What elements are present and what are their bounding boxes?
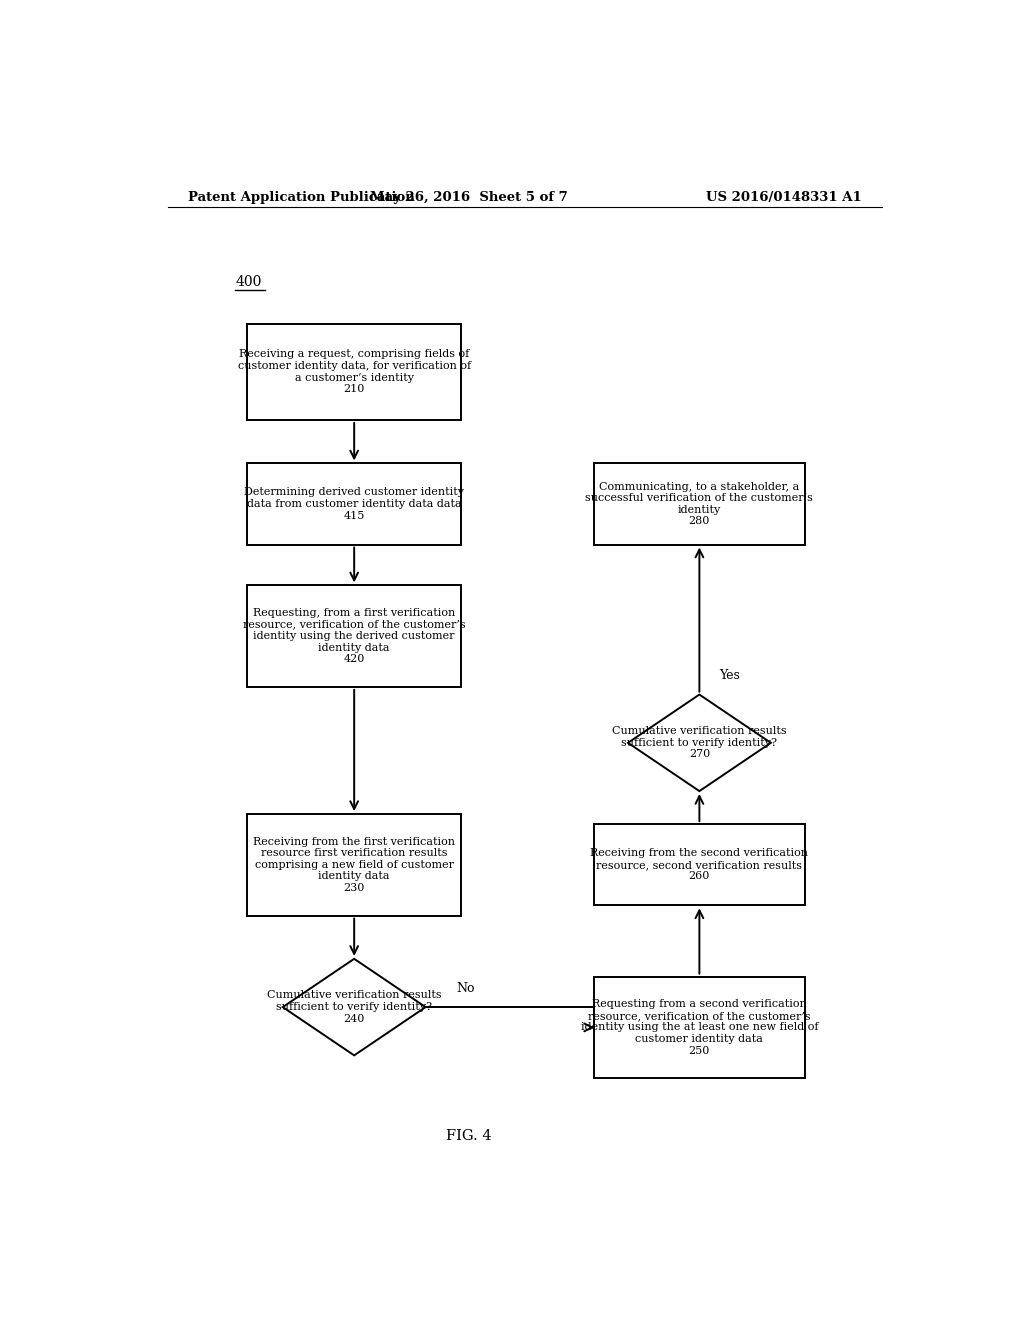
Text: Requesting from a second verification
resource, verification of the customer’s
i: Requesting from a second verification re… [581,999,818,1056]
Text: 400: 400 [236,276,261,289]
Polygon shape [283,958,426,1056]
Text: Determining derived customer identity
data from customer identity data data
415: Determining derived customer identity da… [244,487,464,520]
Polygon shape [628,694,771,791]
Text: FIG. 4: FIG. 4 [446,1129,493,1143]
Bar [594,977,805,1078]
Text: Requesting, from a first verification
resource, verification of the customer’s
i: Requesting, from a first verification re… [243,609,466,664]
Bar [247,814,461,916]
Bar [247,323,461,420]
Text: May 26, 2016  Sheet 5 of 7: May 26, 2016 Sheet 5 of 7 [371,190,568,203]
Bar [594,463,805,545]
Text: Cumulative verification results
sufficient to verify identity?
240: Cumulative verification results sufficie… [267,990,441,1024]
Text: No: No [456,982,474,995]
Bar [247,463,461,545]
Text: Receiving from the second verification
resource, second verification results
260: Receiving from the second verification r… [591,849,808,882]
Text: Receiving a request, comprising fields of
customer identity data, for verificati: Receiving a request, comprising fields o… [238,350,471,395]
Text: US 2016/0148331 A1: US 2016/0148331 A1 [707,190,862,203]
Bar [247,585,461,686]
Text: Cumulative verification results
sufficient to verify identity?
270: Cumulative verification results sufficie… [612,726,786,759]
Text: Yes: Yes [719,669,740,682]
Text: Communicating, to a stakeholder, a
successful verification of the customer’s
ide: Communicating, to a stakeholder, a succe… [586,482,813,527]
Text: Patent Application Publication: Patent Application Publication [187,190,415,203]
Bar [594,824,805,906]
Text: Receiving from the first verification
resource first verification results
compri: Receiving from the first verification re… [253,837,456,894]
